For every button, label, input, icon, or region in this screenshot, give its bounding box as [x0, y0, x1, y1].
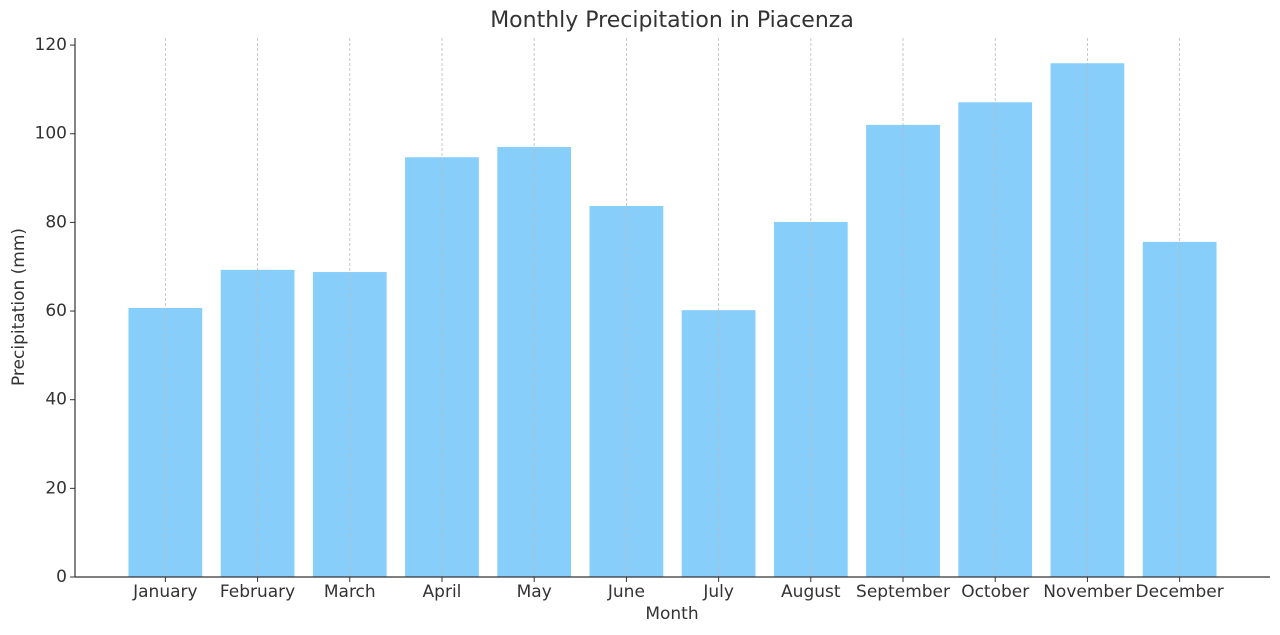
bar	[128, 307, 203, 577]
y-tick-label: 80	[45, 212, 67, 232]
y-tick-label: 120	[35, 35, 67, 55]
x-tick-label: August	[781, 582, 841, 602]
y-tick-label: 60	[45, 301, 67, 321]
bar	[405, 157, 479, 577]
x-tick-label: October	[961, 582, 1029, 602]
y-axis-label: Precipitation (mm)	[9, 228, 29, 386]
y-tick-label: 0	[56, 567, 67, 587]
x-tick-label: January	[132, 582, 197, 602]
x-axis-label: Month	[645, 604, 698, 624]
x-tick-label: June	[607, 582, 645, 602]
bar	[589, 205, 664, 577]
bar	[497, 147, 572, 577]
x-tick-label: July	[702, 582, 734, 602]
x-tick-label: December	[1136, 582, 1224, 602]
y-tick-label: 40	[45, 390, 67, 410]
y-tick-label: 20	[45, 478, 67, 498]
y-tick-label: 100	[35, 124, 67, 144]
x-tick-label: March	[324, 582, 376, 602]
x-tick-label: May	[517, 582, 552, 602]
chart-title: Monthly Precipitation in Piacenza	[490, 8, 854, 33]
x-tick-label: November	[1043, 582, 1131, 602]
x-tick-label: February	[220, 582, 295, 602]
x-tick-label: April	[423, 582, 462, 602]
x-tick-label: September	[856, 582, 950, 602]
